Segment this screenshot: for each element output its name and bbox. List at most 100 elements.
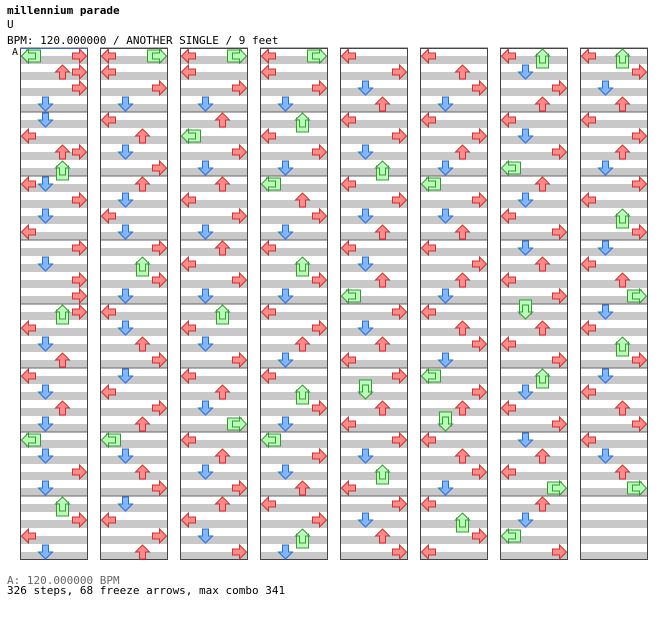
beat-stripe bbox=[580, 504, 648, 512]
beat-stripe bbox=[260, 280, 328, 288]
beat-stripe bbox=[340, 248, 408, 256]
step-arrow-down bbox=[357, 256, 374, 272]
arrow-head bbox=[552, 543, 568, 561]
arrow-head bbox=[134, 464, 151, 480]
step-arrow-left bbox=[340, 415, 356, 433]
arrow-head bbox=[632, 127, 648, 145]
arrow-head bbox=[232, 143, 248, 161]
step-arrow-left bbox=[500, 335, 516, 353]
beat-stripe bbox=[180, 136, 248, 144]
step-arrow-up bbox=[134, 128, 151, 144]
beat-stripe bbox=[100, 232, 168, 240]
step-arrow-left bbox=[340, 287, 361, 305]
step-arrow-up bbox=[614, 208, 631, 229]
beat-stripe bbox=[260, 104, 328, 112]
arrow-head bbox=[134, 336, 151, 352]
step-arrow-left bbox=[260, 47, 276, 65]
arrow-head bbox=[534, 496, 551, 512]
beat-stripe bbox=[100, 552, 168, 560]
beat-stripe bbox=[260, 200, 328, 208]
step-arrow-right bbox=[72, 143, 88, 161]
beat-stripe bbox=[420, 424, 488, 432]
arrow-head bbox=[472, 463, 488, 481]
beat-stripe bbox=[180, 184, 248, 192]
step-arrow-up bbox=[294, 112, 311, 133]
step-arrow-down bbox=[357, 512, 374, 528]
step-arrow-up bbox=[134, 176, 151, 192]
arrow-head bbox=[72, 191, 88, 209]
arrow-head bbox=[534, 320, 551, 336]
beat-stripe bbox=[100, 152, 168, 160]
step-arrow-left bbox=[100, 111, 116, 129]
step-arrow-up bbox=[454, 272, 471, 288]
beat-stripe bbox=[100, 472, 168, 480]
arrow-head bbox=[614, 208, 631, 224]
step-arrow-right bbox=[312, 207, 328, 225]
step-arrow-left bbox=[500, 271, 516, 289]
beat-stripe bbox=[100, 504, 168, 512]
arrow-head bbox=[232, 79, 248, 97]
arrow-head bbox=[37, 176, 54, 192]
arrow-head bbox=[420, 303, 436, 321]
arrow-head bbox=[420, 543, 436, 561]
arrow-head bbox=[517, 432, 534, 448]
step-arrow-right bbox=[627, 287, 648, 305]
step-arrow-right bbox=[152, 79, 168, 97]
step-arrow-left bbox=[20, 431, 41, 449]
arrow-head bbox=[472, 335, 488, 353]
arrow-head bbox=[117, 288, 134, 304]
step-arrow-left bbox=[100, 47, 116, 65]
arrow-head bbox=[392, 431, 408, 449]
arrow-head bbox=[260, 127, 276, 145]
beat-stripe bbox=[580, 376, 648, 384]
step-arrow-right bbox=[72, 287, 88, 305]
arrow-head bbox=[472, 127, 488, 145]
step-arrow-left bbox=[580, 255, 596, 273]
beat-stripe bbox=[580, 216, 648, 224]
step-arrow-down bbox=[197, 160, 214, 176]
arrow-head bbox=[437, 160, 454, 176]
arrow-head bbox=[214, 112, 231, 128]
beat-stripe bbox=[180, 520, 248, 528]
arrow-head bbox=[197, 160, 214, 176]
arrow-head bbox=[232, 415, 248, 433]
beat-stripe bbox=[420, 120, 488, 128]
beat-stripe bbox=[180, 200, 248, 208]
arrow-head bbox=[197, 400, 214, 416]
arrow-head bbox=[277, 288, 294, 304]
beat-stripe bbox=[100, 88, 168, 96]
arrow-head bbox=[454, 272, 471, 288]
step-arrow-down bbox=[117, 496, 134, 512]
arrow-head bbox=[454, 448, 471, 464]
step-arrow-right bbox=[472, 191, 488, 209]
step-arrow-left bbox=[20, 367, 36, 385]
beat-stripe bbox=[260, 328, 328, 336]
arrow-head bbox=[294, 384, 311, 400]
beat-stripe bbox=[340, 360, 408, 368]
beat-stripe bbox=[100, 184, 168, 192]
step-arrow-right bbox=[232, 543, 248, 561]
column-frame bbox=[100, 48, 168, 560]
beat-stripe bbox=[180, 472, 248, 480]
beat-stripe bbox=[340, 136, 408, 144]
beat-stripe bbox=[180, 328, 248, 336]
beat-stripe bbox=[340, 280, 408, 288]
step-arrow-down bbox=[357, 80, 374, 96]
beat-stripe bbox=[260, 136, 328, 144]
step-arrow-down bbox=[37, 96, 54, 112]
step-arrow-right bbox=[152, 527, 168, 545]
beat-stripe bbox=[260, 56, 328, 64]
beat-stripe bbox=[580, 248, 648, 256]
arrow-head bbox=[180, 191, 196, 209]
arrow-head bbox=[20, 431, 36, 449]
beat-stripe bbox=[340, 104, 408, 112]
beat-stripe bbox=[340, 392, 408, 400]
arrow-head bbox=[117, 96, 134, 112]
step-arrow-right bbox=[227, 47, 248, 65]
arrow-head bbox=[580, 111, 596, 129]
step-arrow-up bbox=[294, 528, 311, 549]
arrow-head bbox=[340, 479, 356, 497]
arrow-head bbox=[180, 511, 196, 529]
beat-stripe bbox=[180, 120, 248, 128]
step-arrow-up bbox=[134, 544, 151, 560]
